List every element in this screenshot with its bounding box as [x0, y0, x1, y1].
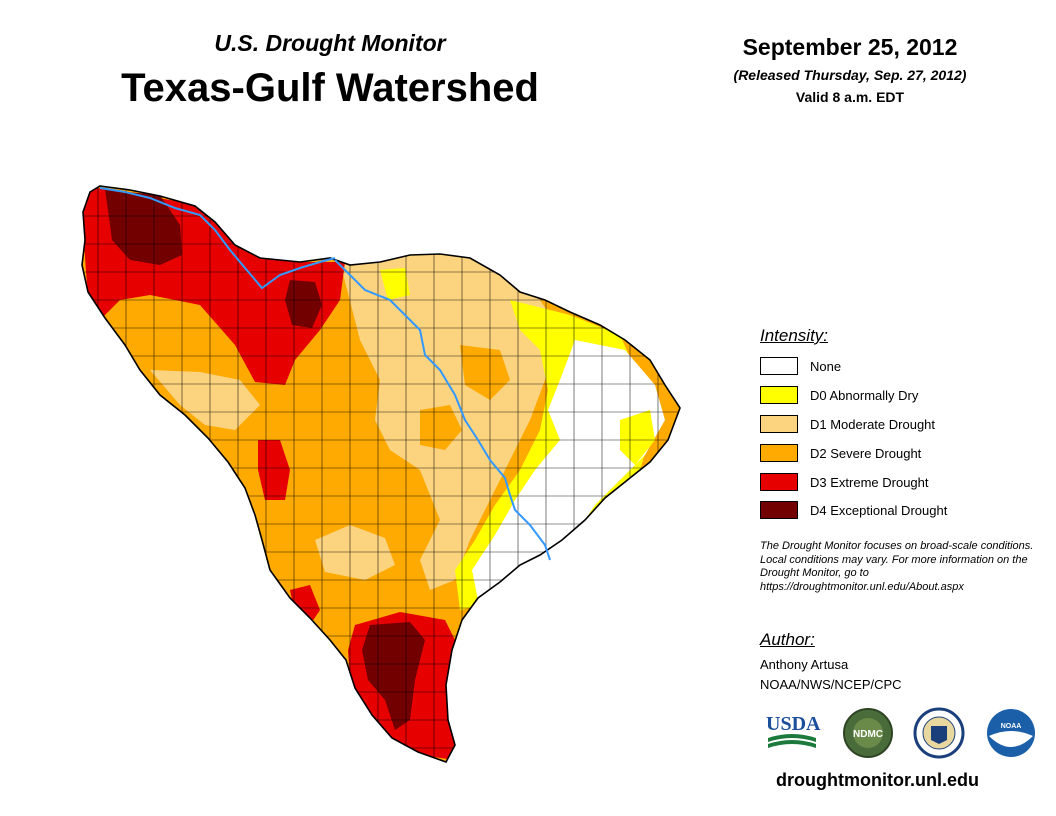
- author-org: NOAA/NWS/NCEP/CPC: [760, 677, 902, 692]
- disclaimer-note: The Drought Monitor focuses on broad-sca…: [760, 540, 1034, 593]
- legend-title: Intensity:: [760, 326, 829, 345]
- sabine-river: [334, 259, 551, 561]
- drought-map: [81, 185, 681, 763]
- basin-outline: [81, 185, 681, 763]
- map-date: September 25, 2012: [742, 34, 958, 60]
- partner-logos: USDA NDMC NOAA: [766, 707, 1035, 759]
- legend-label-d0: D0 Abnormally Dry: [810, 387, 919, 403]
- noaa-logo-text: NOAA: [1001, 723, 1022, 730]
- valid-time: Valid 8 a.m. EDT: [795, 89, 905, 105]
- legend-label-d4: D4 Exceptional Drought: [810, 502, 948, 518]
- legend-label-d2: D2 Severe Drought: [810, 445, 922, 461]
- map-subtitle: U.S. Drought Monitor: [214, 30, 446, 56]
- map-title: Texas-Gulf Watershed: [121, 66, 539, 110]
- ndmc-logo: NDMC: [843, 708, 893, 758]
- legend-item-d2: D2 Severe Drought: [760, 442, 921, 464]
- d0-north-pocket: [380, 268, 410, 300]
- author-heading: Author:: [760, 630, 815, 649]
- d0-inner-east: [620, 410, 655, 465]
- legend-swatch-none: [760, 357, 798, 375]
- legend-item-d0: D0 Abnormally Dry: [760, 384, 918, 406]
- d1-southwest: [315, 525, 395, 580]
- legend-label-d1: D1 Moderate Drought: [810, 416, 936, 432]
- legend-item-d1: D1 Moderate Drought: [760, 413, 935, 435]
- county-lines: [82, 186, 680, 762]
- legend-swatch-d4: [760, 501, 798, 519]
- website-link[interactable]: droughtmonitor.unl.edu: [776, 770, 979, 790]
- d1-west: [150, 370, 260, 430]
- legend-swatch-d3: [760, 473, 798, 491]
- d4-panhandle: [105, 190, 182, 265]
- legend-item-d4: D4 Exceptional Drought: [760, 499, 947, 521]
- noaa-logo: NOAA: [987, 709, 1035, 757]
- legend-item-d3: D3 Extreme Drought: [760, 471, 929, 493]
- commerce-seal-logo: [913, 707, 965, 759]
- author-name: Anthony Artusa: [760, 657, 849, 672]
- release-date: (Released Thursday, Sep. 27, 2012): [733, 67, 967, 83]
- legend-swatch-d2: [760, 444, 798, 462]
- legend-swatch-d1: [760, 415, 798, 433]
- usda-logo-text: USDA: [766, 713, 821, 735]
- legend-item-none: None: [760, 355, 841, 377]
- d2-central-pocket: [420, 405, 462, 450]
- legend-label-none: None: [810, 358, 842, 374]
- d2-eastcentral-pocket: [460, 345, 510, 400]
- legend-swatch-d0: [760, 386, 798, 404]
- red-river: [99, 187, 336, 290]
- ndmc-logo-text: NDMC: [853, 729, 883, 740]
- none-east: [472, 340, 665, 600]
- legend-label-d3: D3 Extreme Drought: [810, 474, 929, 490]
- usda-logo: USDA: [766, 713, 821, 748]
